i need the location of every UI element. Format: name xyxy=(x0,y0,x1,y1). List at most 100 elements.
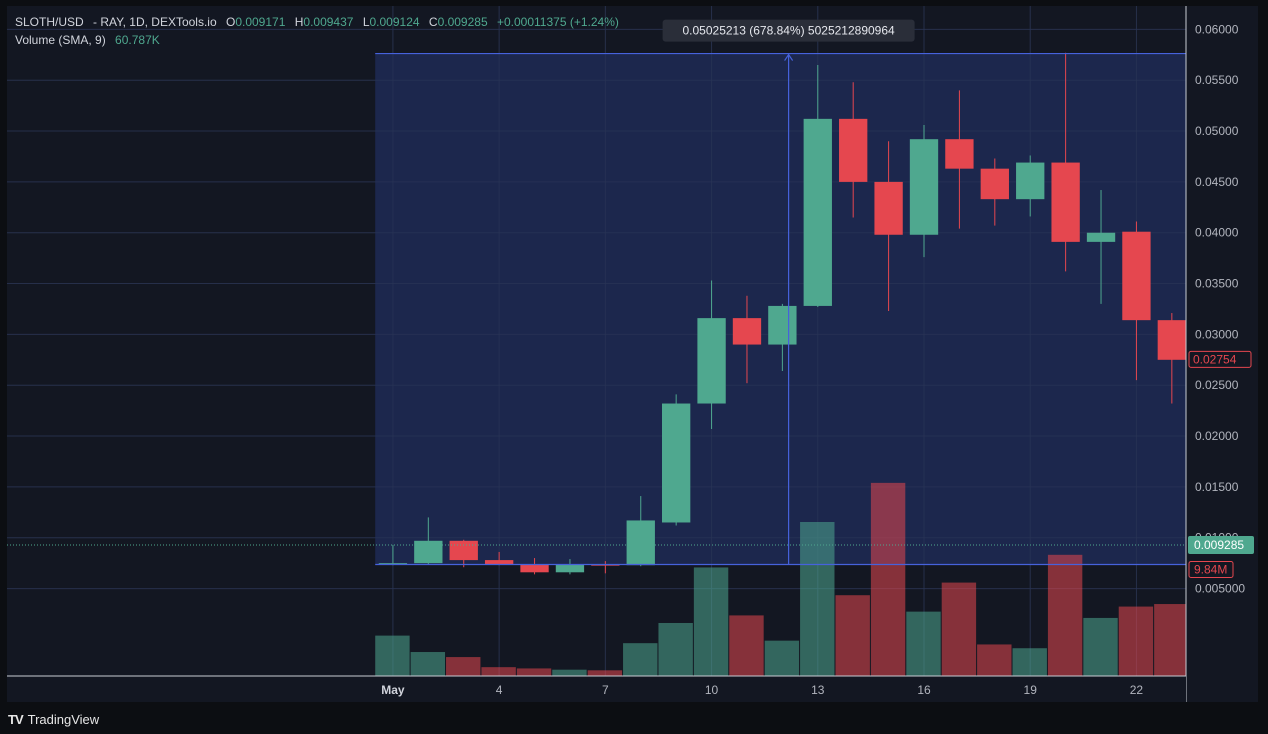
volume-value: 60.787K xyxy=(115,33,160,47)
candle xyxy=(980,158,1009,226)
price-tick-label: 0.01500 xyxy=(1195,480,1239,494)
volume-bar xyxy=(906,611,941,676)
tradingview-icon: TV xyxy=(8,712,24,727)
candle xyxy=(874,141,903,312)
price-tick-label: 0.03000 xyxy=(1195,327,1239,341)
low-label: L xyxy=(362,15,370,29)
volume-bar xyxy=(764,640,800,676)
candle-body xyxy=(449,540,478,561)
candle-body xyxy=(803,118,832,306)
ohlc-row: SLOTH/USD - RAY, 1D, DEXTools.io O 0.0091… xyxy=(15,13,619,31)
measure-label: 0.05025213 (678.84%) 5025212890964 xyxy=(683,24,896,38)
measure-label-box xyxy=(662,19,915,42)
volume-row: Volume (SMA, 9) 60.787K xyxy=(15,31,619,49)
volume-bar xyxy=(729,615,764,676)
candle xyxy=(1016,155,1045,217)
chart-legend: SLOTH/USD - RAY, 1D, DEXTools.io O 0.0091… xyxy=(15,13,619,49)
price-tick-label: 0.04500 xyxy=(1195,175,1239,189)
volume-bar xyxy=(516,668,552,676)
time-tick-label: 19 xyxy=(1024,683,1038,697)
volume-bar xyxy=(552,669,587,676)
high-value: 0.009437 xyxy=(303,15,354,29)
candle xyxy=(1086,190,1116,304)
volume-bar xyxy=(1083,617,1118,676)
time-tick-label: 10 xyxy=(705,683,719,697)
candle-body xyxy=(1157,320,1186,360)
volume-bar xyxy=(800,522,835,676)
candle-body xyxy=(768,305,797,345)
axis-labels: 0.009285 0.02754 9.84M xyxy=(1188,350,1254,578)
time-tick-label: 22 xyxy=(1130,683,1144,697)
candle xyxy=(945,90,974,229)
volume-marker-badge xyxy=(1188,560,1234,578)
candle-body xyxy=(414,540,443,564)
candle-body xyxy=(839,118,868,182)
candle-body xyxy=(874,181,903,235)
measure-tool[interactable]: 0.05025213 (678.84%) 5025212890964 xyxy=(375,19,1186,566)
volume-marker-label: 9.84M xyxy=(1194,562,1227,576)
candle-body xyxy=(732,318,762,345)
time-tick-label: 13 xyxy=(811,683,825,697)
price-tick-label: 0.06000 xyxy=(1195,22,1239,36)
change-value: +0.00011375 (+1.24%) xyxy=(496,15,619,29)
volume-bar xyxy=(693,567,729,676)
candle-body xyxy=(626,520,655,566)
candle xyxy=(520,558,549,575)
tradingview-logo[interactable]: TV TradingView xyxy=(8,712,99,727)
last-price-label: 0.009285 xyxy=(1194,538,1244,552)
time-tick-label: May xyxy=(381,683,405,697)
close-label: C xyxy=(428,15,438,29)
symbol-name[interactable]: SLOTH/USD xyxy=(15,15,84,29)
source-info: - RAY, 1D, DEXTools.io xyxy=(93,15,217,29)
candle xyxy=(414,517,443,565)
low-value: 0.009124 xyxy=(369,15,420,29)
volume-bar xyxy=(870,482,906,676)
price-tick-label: 0.05000 xyxy=(1195,124,1239,138)
candle xyxy=(697,280,726,429)
volume-bars xyxy=(375,482,1189,676)
measure-arrow-head xyxy=(784,53,794,61)
volume-bar xyxy=(658,622,693,676)
volume-bar xyxy=(1118,606,1154,676)
candle xyxy=(449,539,478,568)
volume-bar xyxy=(587,670,623,676)
time-tick-label: 16 xyxy=(917,683,931,697)
open-label: O xyxy=(225,15,236,29)
candle xyxy=(555,559,585,575)
footer-bar: TV TradingView xyxy=(0,704,1268,734)
candle xyxy=(909,124,939,258)
volume-bar xyxy=(977,644,1012,676)
price-tick-label: 0.005000 xyxy=(1195,582,1245,596)
volume-bar xyxy=(623,643,658,676)
candle xyxy=(732,295,762,384)
time-axis[interactable]: May 4 7 10 13 16 19 22 xyxy=(7,675,1186,702)
candle xyxy=(803,64,832,307)
candle xyxy=(839,82,868,218)
candle-body xyxy=(697,318,726,404)
tradingview-name: TradingView xyxy=(27,712,100,727)
candle xyxy=(768,303,797,371)
volume-bar xyxy=(1047,554,1083,676)
time-tick-label: 4 xyxy=(496,683,503,697)
candle xyxy=(1157,313,1186,404)
candle-body xyxy=(1016,162,1045,200)
candle-body xyxy=(484,560,514,565)
candle-body xyxy=(1122,231,1151,321)
high-label: H xyxy=(294,15,304,29)
candle-body xyxy=(909,139,939,235)
time-tick-label: 7 xyxy=(602,683,609,697)
volume-bar xyxy=(375,635,410,676)
price-tick-label: 0.03500 xyxy=(1195,277,1239,291)
current-price-badge xyxy=(1188,350,1252,368)
price-tick-label: 0.02000 xyxy=(1195,429,1239,443)
last-price-badge xyxy=(1188,535,1254,554)
price-tick-label: 0.05500 xyxy=(1195,73,1239,87)
candle xyxy=(1051,52,1080,272)
candle-body xyxy=(520,564,549,573)
volume-bar xyxy=(835,595,870,676)
candle-body xyxy=(555,564,585,573)
volume-label[interactable]: Volume (SMA, 9) xyxy=(15,33,106,47)
close-value: 0.009285 xyxy=(437,15,488,29)
